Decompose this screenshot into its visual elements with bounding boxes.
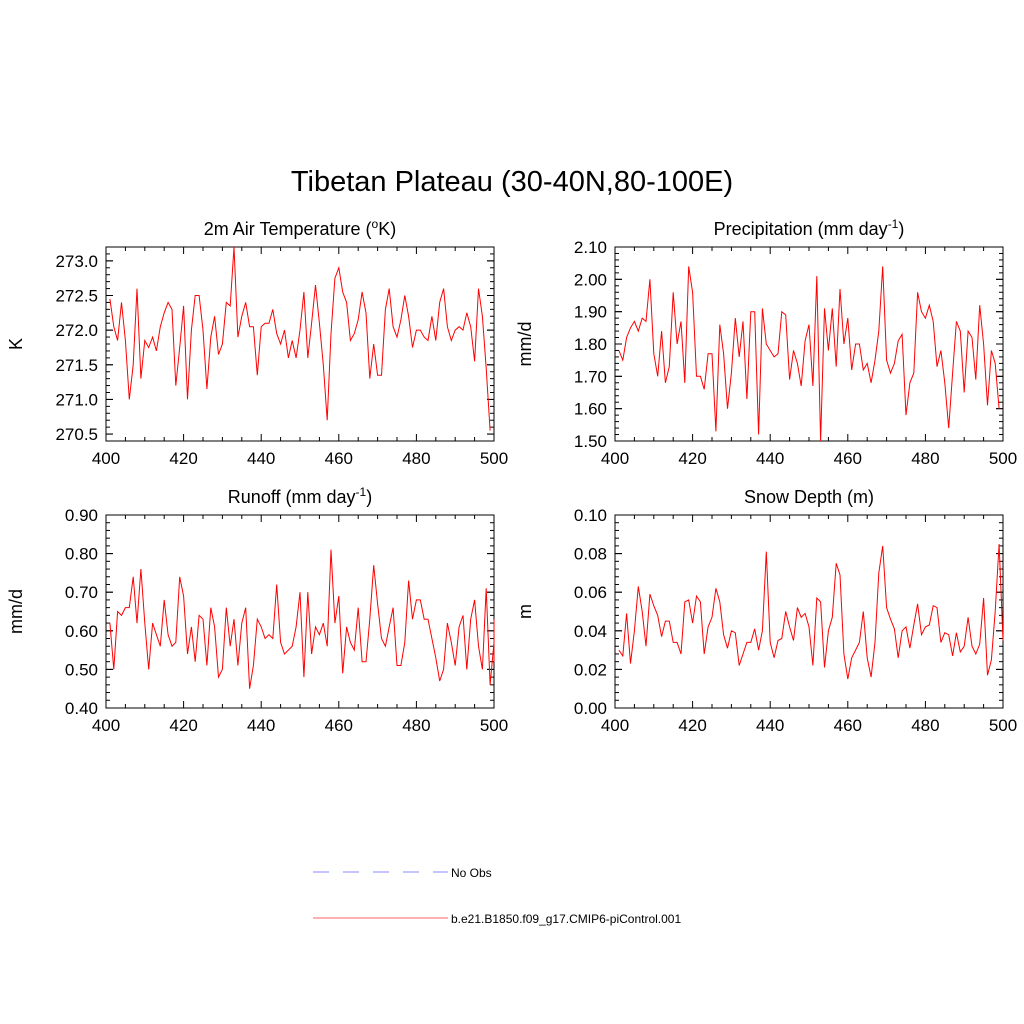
x-tick-label: 440 bbox=[756, 716, 784, 735]
x-tick-label: 460 bbox=[325, 716, 353, 735]
y-tick-label: 0.04 bbox=[574, 622, 607, 641]
x-tick-label: 420 bbox=[678, 716, 706, 735]
y-tick-label: 1.70 bbox=[574, 367, 607, 386]
panel-temp: 400 420 440 460 480 500 270.5 271.0 271.5 272.0 27… bbox=[6, 217, 508, 468]
x-tick-label: 420 bbox=[678, 449, 706, 468]
y-axis-label: mm/d bbox=[6, 589, 26, 634]
y-tick-label: 0.80 bbox=[65, 545, 98, 564]
panel-precip: 400 420 440 460 480 500 1.50 1.60 1.70 1.80 1.90 2.… bbox=[515, 217, 1017, 468]
y-tick-label: 1.60 bbox=[574, 400, 607, 419]
x-tick-label: 400 bbox=[92, 716, 120, 735]
x-tick-label: 500 bbox=[989, 449, 1017, 468]
legend-item: No Obs bbox=[313, 866, 492, 880]
y-tick-label: 271.0 bbox=[55, 390, 98, 409]
x-tick-label: 400 bbox=[92, 449, 120, 468]
y-tick-label: 0.02 bbox=[574, 660, 607, 679]
x-tick-label: 480 bbox=[402, 449, 430, 468]
x-tick-label: 440 bbox=[247, 449, 275, 468]
y-tick-label: 2.10 bbox=[574, 238, 607, 257]
x-tick-label: 460 bbox=[834, 449, 862, 468]
series-line-precip bbox=[618, 266, 1000, 442]
panel-title: Precipitation (mm day-1) bbox=[714, 217, 905, 239]
series-line-temp bbox=[109, 246, 491, 431]
y-axis-label: K bbox=[6, 338, 26, 350]
y-axis-label: m bbox=[515, 604, 535, 619]
legend-label: No Obs bbox=[451, 866, 492, 880]
legend-label: b.e21.B1850.f09_g17.CMIP6-piControl.001 bbox=[451, 912, 681, 926]
y-tick-label: 0.00 bbox=[574, 699, 607, 718]
y-tick-label: 0.50 bbox=[65, 660, 98, 679]
y-tick-label: 273.0 bbox=[55, 252, 98, 271]
y-tick-label: 1.80 bbox=[574, 335, 607, 354]
y-tick-label: 1.90 bbox=[574, 303, 607, 322]
panel-runoff: 400 420 440 460 480 500 0.40 0.50 0.60 0.70 0.80 0.… bbox=[6, 485, 508, 735]
series-line-snow bbox=[618, 543, 1004, 680]
y-tick-label: 0.90 bbox=[65, 506, 98, 525]
x-tick-label: 500 bbox=[989, 716, 1017, 735]
x-tick-label: 460 bbox=[834, 716, 862, 735]
y-tick-label: 1.50 bbox=[574, 432, 607, 451]
y-tick-label: 272.0 bbox=[55, 321, 98, 340]
x-tick-label: 500 bbox=[480, 716, 508, 735]
x-tick-label: 480 bbox=[911, 449, 939, 468]
y-tick-label: 0.06 bbox=[574, 583, 607, 602]
panel-snow: 400 420 440 460 480 500 0.00 0.02 0.04 0.06 0.08 0.… bbox=[515, 487, 1017, 735]
y-tick-label: 272.5 bbox=[55, 287, 98, 306]
series-line-runoff bbox=[109, 549, 495, 689]
panel-title: Runoff (mm day-1) bbox=[228, 485, 372, 507]
x-tick-label: 400 bbox=[601, 716, 629, 735]
x-tick-label: 460 bbox=[325, 449, 353, 468]
y-tick-label: 0.08 bbox=[574, 545, 607, 564]
x-tick-label: 420 bbox=[169, 716, 197, 735]
x-tick-label: 440 bbox=[756, 449, 784, 468]
x-tick-label: 400 bbox=[601, 449, 629, 468]
y-tick-label: 0.60 bbox=[65, 622, 98, 641]
x-tick-label: 440 bbox=[247, 716, 275, 735]
legend: No Obs b.e21.B1850.f09_g17.CMIP6-piContro… bbox=[313, 866, 681, 926]
y-tick-label: 0.40 bbox=[65, 699, 98, 718]
y-axis-label: mm/d bbox=[515, 322, 535, 367]
panel-title: 2m Air Temperature (oK) bbox=[204, 217, 396, 239]
x-tick-label: 480 bbox=[402, 716, 430, 735]
x-tick-label: 480 bbox=[911, 716, 939, 735]
plot-frame-snow bbox=[614, 514, 1004, 709]
y-tick-label: 270.5 bbox=[55, 425, 98, 444]
plot-frame-precip bbox=[614, 246, 1004, 442]
main-title: Tibetan Plateau (30-40N,80-100E) bbox=[290, 166, 734, 198]
legend-item: b.e21.B1850.f09_g17.CMIP6-piControl.001 bbox=[313, 912, 681, 926]
plot-frame-runoff bbox=[105, 514, 495, 709]
x-tick-label: 500 bbox=[480, 449, 508, 468]
y-tick-label: 2.00 bbox=[574, 270, 607, 289]
x-tick-label: 420 bbox=[169, 449, 197, 468]
y-tick-label: 0.10 bbox=[574, 506, 607, 525]
y-tick-label: 271.5 bbox=[55, 356, 98, 375]
plot-frame-temp bbox=[105, 246, 495, 442]
panel-title: Snow Depth (m) bbox=[744, 487, 874, 507]
y-tick-label: 0.70 bbox=[65, 583, 98, 602]
